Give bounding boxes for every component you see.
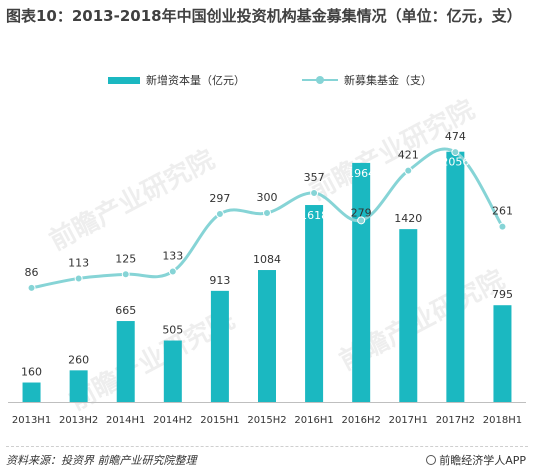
- x-tick-label-2014H1: 2014H1: [106, 415, 145, 426]
- chart-title: 图表10：2013-2018年中国创业投资机构基金募集情况（单位：亿元，支）: [6, 7, 522, 25]
- x-tick-label-2017H1: 2017H1: [389, 415, 428, 426]
- bar-2018H1: [493, 305, 512, 402]
- legend-bar-label: 新增资本量（亿元）: [146, 74, 245, 87]
- x-tick-label-2016H2: 2016H2: [342, 415, 381, 426]
- x-tick-label-2013H1: 2013H1: [12, 415, 51, 426]
- bar-value-label-2015H2: 1084: [253, 253, 281, 266]
- bar-value-label-2017H2: 2056: [441, 156, 469, 169]
- brand-logo-icon: [426, 455, 437, 465]
- legend-line-label: 新募集基金（支）: [344, 74, 432, 87]
- legend-item-line: 新募集基金（支）: [302, 72, 432, 88]
- bar-2017H2: [446, 151, 465, 402]
- line-point-2016H1: [310, 189, 319, 198]
- bar-2016H2: [352, 162, 371, 402]
- line-value-label-2015H1: 297: [209, 192, 230, 205]
- line-value-label-2016H2: 279: [351, 206, 372, 219]
- line-value-label-2014H1: 125: [115, 252, 136, 265]
- line-point-2017H1: [404, 166, 413, 175]
- bar-2015H1: [210, 290, 229, 402]
- legend-line-swatch: [302, 75, 338, 85]
- bar-value-label-2014H1: 665: [115, 304, 136, 317]
- line-value-label-2018H1: 261: [492, 205, 513, 218]
- bar-value-label-2013H1: 160: [21, 366, 42, 379]
- bar-value-label-2013H2: 260: [68, 353, 89, 366]
- bar-2013H1: [22, 382, 41, 402]
- bar-value-label-2018H1: 795: [492, 288, 513, 301]
- line-point-2014H1: [121, 270, 130, 279]
- bar-2015H2: [258, 270, 276, 402]
- legend-bar-swatch: [108, 76, 140, 84]
- bar-2013H2: [69, 370, 88, 402]
- bar-2017H1: [399, 229, 418, 402]
- line-point-2015H2: [263, 209, 271, 217]
- footer-divider: [6, 446, 528, 447]
- line-point-2018H1: [498, 222, 507, 231]
- chart-plot: 160 260 665 505 913 1084 1618 1964 1420 2056 795 86…: [8, 130, 526, 426]
- line-value-label-2013H1: 86: [25, 266, 39, 279]
- bar-value-label-2016H2: 1964: [347, 167, 375, 180]
- line-value-label-2017H1: 421: [398, 149, 419, 162]
- line-value-label-2017H2: 474: [445, 130, 466, 143]
- bar-value-label-2017H1: 1420: [394, 212, 422, 225]
- line-point-2013H2: [74, 274, 83, 283]
- bar-value-label-2014H2: 505: [162, 324, 183, 337]
- legend: 新增资本量（亿元） 新募集基金（支）: [0, 72, 534, 88]
- line-point-2017H2: [451, 148, 460, 157]
- line-value-label-2014H2: 133: [162, 249, 183, 262]
- bar-value-label-2015H1: 913: [209, 274, 230, 287]
- line-value-label-2015H2: 300: [257, 191, 278, 204]
- line-point-2014H2: [168, 267, 177, 276]
- line-value-label-2013H2: 113: [68, 256, 89, 269]
- footer: 资料来源：投资界 前瞻产业研究院整理 前瞻经济学人APP: [0, 444, 534, 476]
- x-tick-label-2018H1: 2018H1: [483, 415, 522, 426]
- bar-value-label-2016H1: 1618: [300, 209, 328, 222]
- line-point-2015H1: [215, 210, 224, 219]
- line-series-path: [31, 147, 504, 290]
- x-tick-label-2016H1: 2016H1: [294, 415, 333, 426]
- brand: 前瞻经济学人APP: [426, 452, 526, 468]
- source-note: 资料来源：投资界 前瞻产业研究院整理: [6, 454, 197, 467]
- line-value-label-2016H1: 357: [304, 171, 325, 184]
- line-point-2013H1: [27, 283, 36, 292]
- bar-2014H2: [163, 340, 182, 402]
- x-tick-label-2017H2: 2017H2: [436, 415, 475, 426]
- x-tick-label-2015H1: 2015H1: [200, 415, 239, 426]
- line-point-2016H2: [357, 216, 366, 225]
- x-tick-label-2013H2: 2013H2: [59, 415, 98, 426]
- legend-item-bar: 新增资本量（亿元）: [108, 72, 245, 88]
- x-tick-label-2014H2: 2014H2: [153, 415, 192, 426]
- bar-2014H1: [116, 321, 135, 402]
- x-tick-label-2015H2: 2015H2: [247, 415, 286, 426]
- bar-2016H1: [305, 205, 324, 402]
- brand-label: 前瞻经济学人APP: [439, 454, 526, 467]
